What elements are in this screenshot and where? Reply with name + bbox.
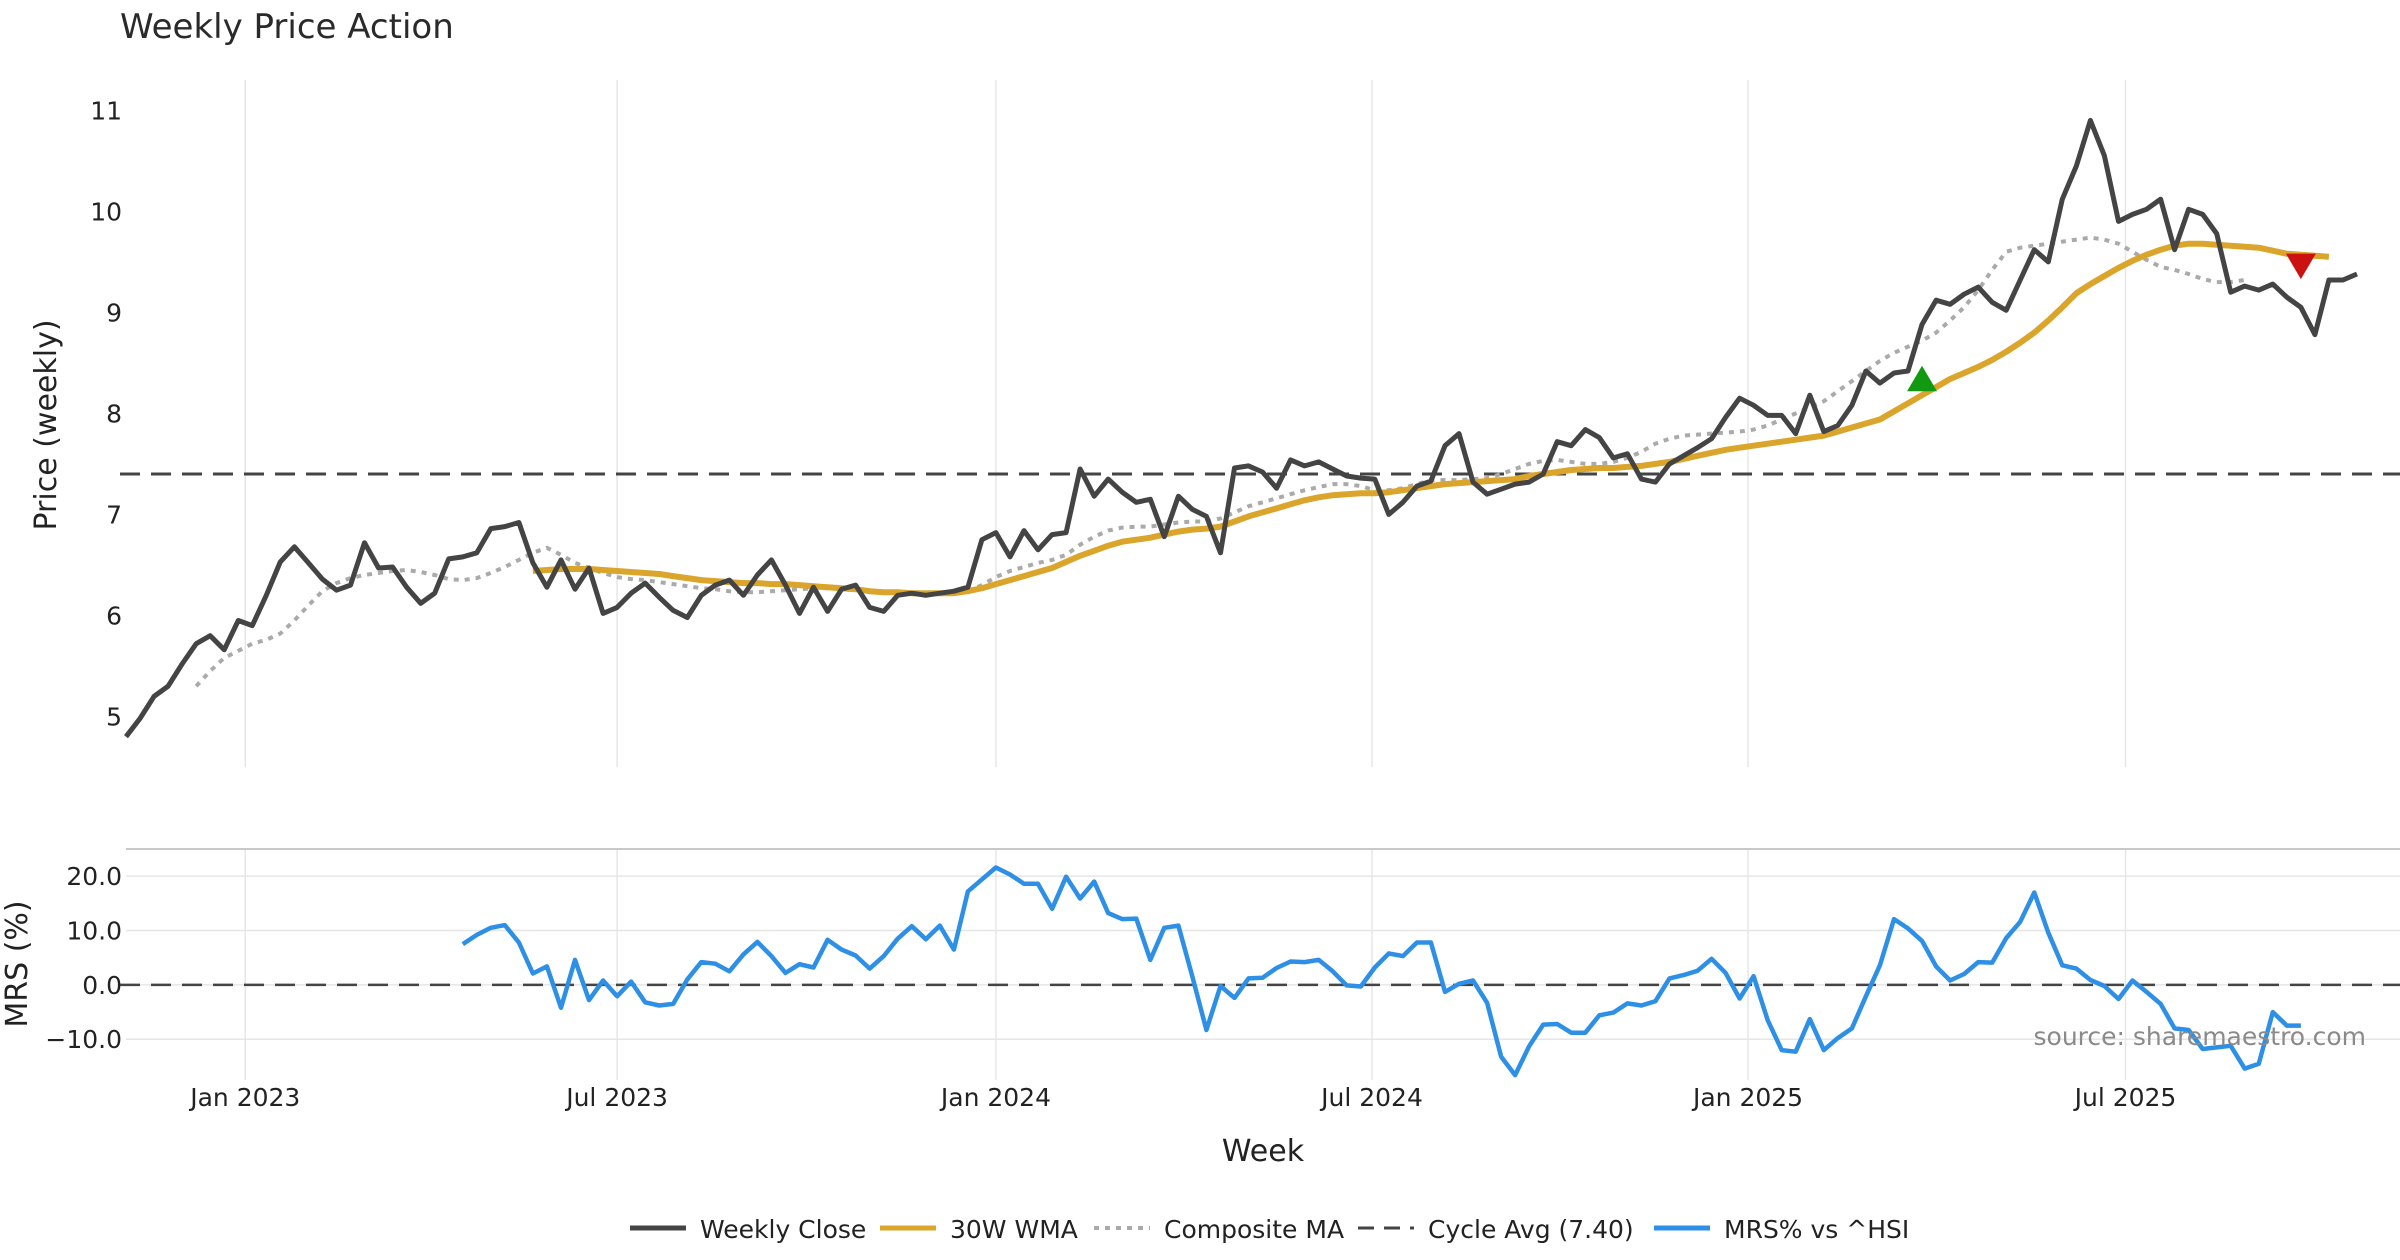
price-y-tick-label: 6: [106, 601, 122, 630]
sell-signal-marker: [2285, 253, 2316, 280]
mrs-y-ticks: 20.0 10.0 0.0 −10.0: [45, 862, 122, 1054]
mrs-line: [461, 865, 2301, 1078]
weekly-close-line: [124, 117, 2358, 739]
price-y-axis-label: Price (weekly): [29, 319, 64, 530]
legend-label: Composite MA: [1164, 1215, 1344, 1244]
mrs-y-tick-label: −10.0: [45, 1025, 122, 1054]
price-y-tick-label: 11: [90, 96, 122, 125]
x-tick-label: Jul 2023: [564, 1083, 668, 1112]
chart-title: Weekly Price Action: [120, 7, 454, 47]
x-tick-label: Jul 2024: [1319, 1083, 1423, 1112]
legend-label: Cycle Avg (7.40): [1428, 1215, 1634, 1244]
price-grid: [244, 80, 2127, 767]
price-y-tick-label: 10: [90, 197, 122, 226]
price-y-ticks: 5 6 7 8 9 10 11: [90, 96, 122, 731]
legend-label: 30W WMA: [950, 1215, 1078, 1244]
mrs-y-tick-label: 20.0: [66, 862, 122, 891]
legend-label: Weekly Close: [700, 1215, 866, 1244]
mrs-y-tick-label: 0.0: [82, 971, 122, 1000]
x-tick-label: Jul 2025: [2073, 1083, 2177, 1112]
x-tick-label: Jan 2025: [1691, 1083, 1803, 1112]
x-axis-label: Week: [1222, 1134, 1305, 1169]
signal-markers: [1907, 253, 2316, 392]
x-tick-label: Jan 2024: [939, 1083, 1051, 1112]
x-tick-label: Jan 2023: [188, 1083, 300, 1112]
x-ticks: Jan 2023 Jul 2023 Jan 2024 Jul 2024 Jan 2025…: [188, 1083, 2176, 1112]
composite-ma-line: [194, 235, 2245, 688]
mrs-y-axis-label: MRS (%): [0, 900, 35, 1027]
price-y-tick-label: 9: [106, 298, 122, 327]
legend: Weekly Close 30W WMA Composite MA Cycle Avg…: [630, 1215, 1909, 1244]
price-y-tick-label: 5: [106, 702, 122, 731]
wma-30w-line: [532, 240, 2330, 597]
price-y-tick-label: 8: [106, 399, 122, 428]
buy-signal-marker: [1907, 365, 1938, 392]
price-y-tick-label: 7: [106, 500, 122, 529]
mrs-y-tick-label: 10.0: [66, 917, 122, 946]
legend-label: MRS% vs ^HSI: [1724, 1215, 1909, 1244]
source-note: source: sharemaestro.com: [2034, 1022, 2367, 1051]
